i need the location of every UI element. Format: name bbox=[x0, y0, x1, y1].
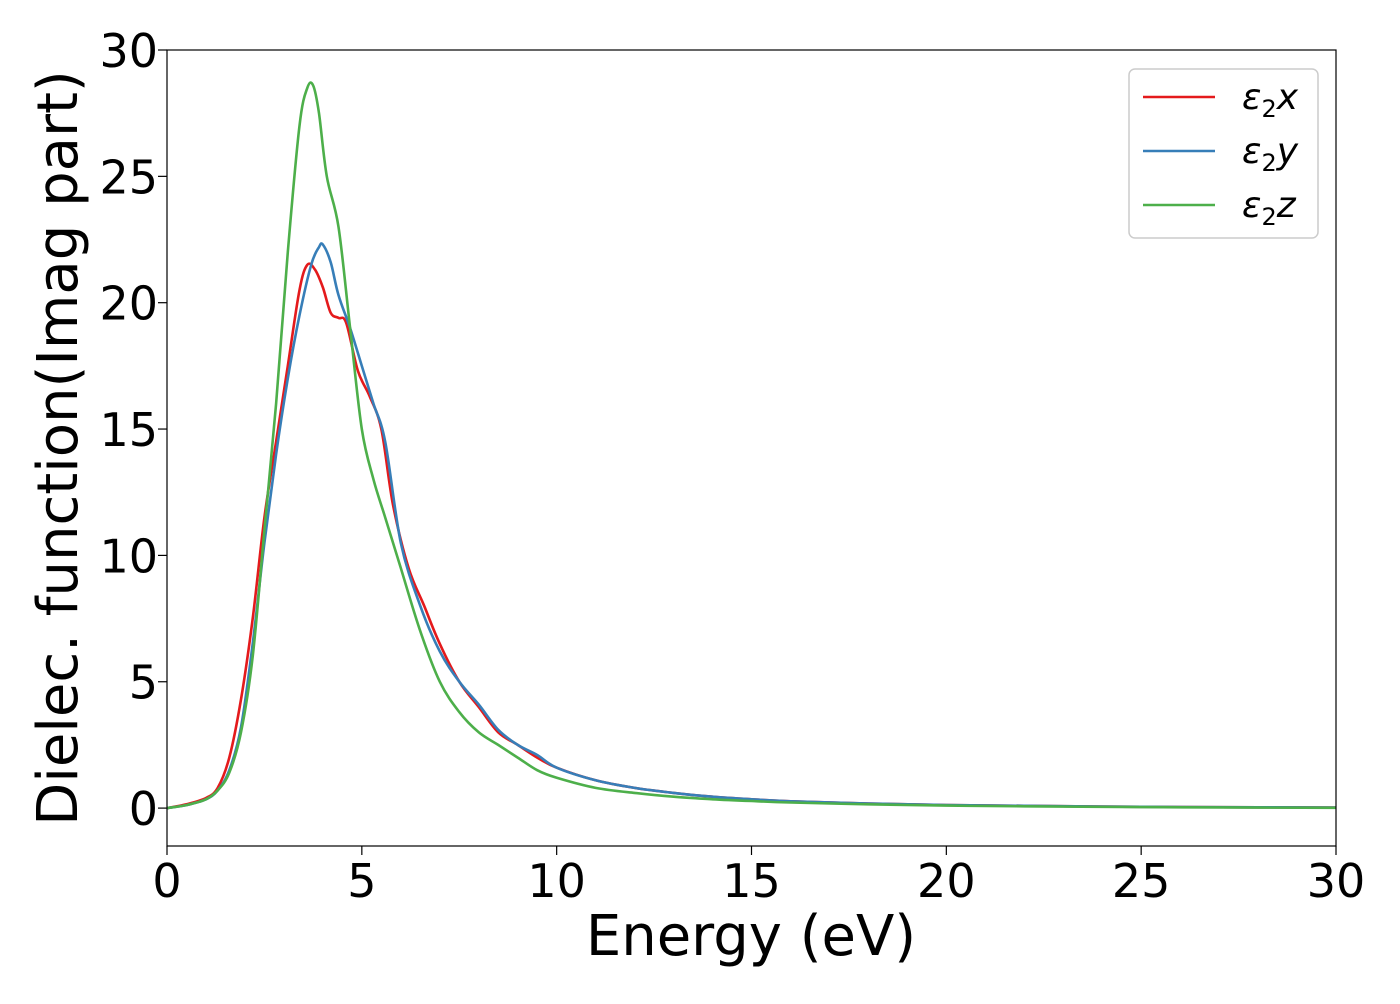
x-axis: 0 5 10 15 20 25 30 bbox=[152, 846, 1365, 908]
legend-label: ε2x bbox=[1242, 77, 1299, 123]
x-tick-label: 5 bbox=[347, 854, 376, 908]
x-tick-label: 0 bbox=[152, 854, 181, 908]
series-line-z bbox=[166, 81, 1337, 810]
x-tick-label: 30 bbox=[1307, 854, 1366, 908]
legend-label: ε2z bbox=[1242, 185, 1297, 231]
x-tick-label: 10 bbox=[527, 854, 586, 908]
legend-frame bbox=[1128, 68, 1319, 239]
y-tick-label: 20 bbox=[99, 277, 158, 331]
series-layer bbox=[166, 81, 1337, 810]
y-tick-label: 30 bbox=[99, 24, 158, 78]
y-axis: 0 5 10 15 20 25 30 bbox=[99, 24, 167, 836]
y-tick-label: 10 bbox=[99, 529, 158, 583]
legend-label: ε2y bbox=[1242, 131, 1299, 177]
x-tick-label: 25 bbox=[1112, 854, 1171, 908]
y-tick-label: 25 bbox=[99, 150, 158, 204]
y-tick-label: 0 bbox=[129, 782, 158, 836]
y-tick-label: 5 bbox=[129, 656, 158, 710]
legend: ε2x ε2y ε2z bbox=[1128, 68, 1319, 239]
x-tick-label: 20 bbox=[917, 854, 976, 908]
x-axis-label: Energy (eV) bbox=[586, 904, 916, 969]
y-tick-label: 15 bbox=[99, 403, 158, 457]
x-tick-label: 15 bbox=[722, 854, 781, 908]
y-axis-label: Dielec. function(Imag part) bbox=[26, 70, 91, 826]
